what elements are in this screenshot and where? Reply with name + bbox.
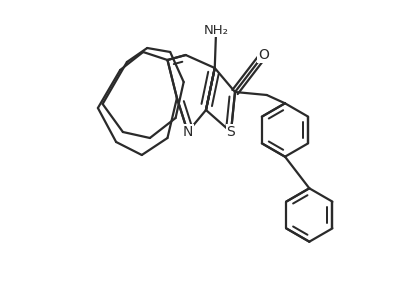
Text: S: S	[227, 125, 235, 139]
Text: N: N	[183, 125, 193, 139]
Text: NH₂: NH₂	[203, 24, 229, 37]
Text: O: O	[258, 48, 269, 62]
